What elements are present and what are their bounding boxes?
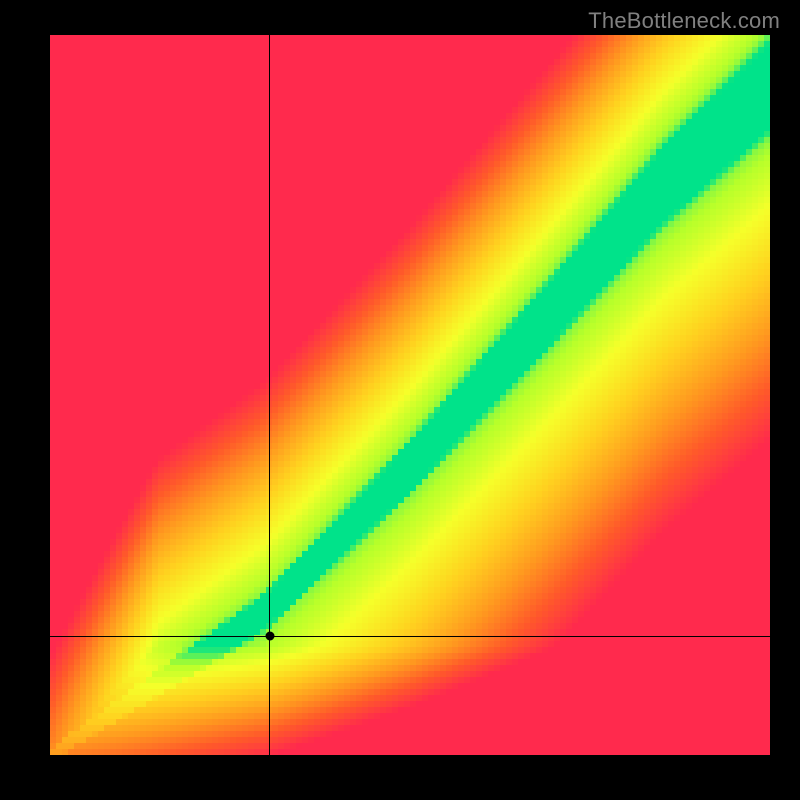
watermark-text: TheBottleneck.com xyxy=(588,8,780,34)
heatmap-canvas xyxy=(50,35,770,755)
plot-area xyxy=(50,35,770,755)
figure-root: TheBottleneck.com xyxy=(0,0,800,800)
crosshair-marker-dot xyxy=(265,632,274,641)
crosshair-horizontal xyxy=(50,636,770,637)
crosshair-vertical xyxy=(269,35,270,755)
